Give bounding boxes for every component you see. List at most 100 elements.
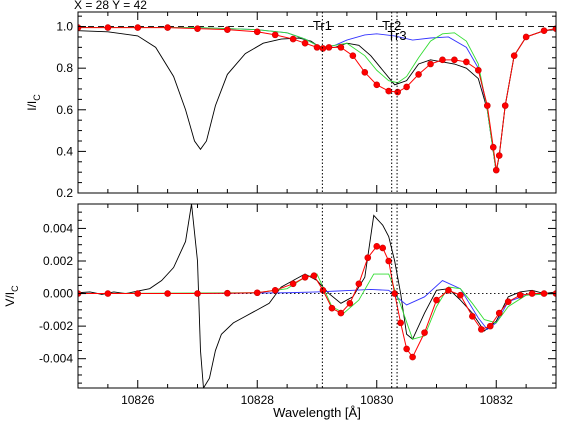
top-y-tick-label: 0.4	[56, 144, 73, 158]
top-y-axis-label: I/IC	[25, 94, 42, 111]
bottom-y-tick-label: 0.000	[43, 287, 73, 301]
bottom-y-tick-label: -0.002	[39, 319, 73, 333]
bottom-series-4-point	[409, 353, 416, 361]
bottom-series-4-point	[364, 254, 372, 262]
marker-label-tr2: Tr2	[382, 18, 401, 33]
bottom-series-4-line	[78, 245, 556, 359]
bottom-series-4-point	[319, 287, 327, 294]
bottom-x-tick-label: 10828	[241, 393, 275, 407]
bottom-plot-area	[78, 204, 556, 388]
bottom-x-tick-label: 10826	[121, 393, 155, 407]
top-series-4-point	[552, 25, 556, 32]
top-y-tick-label: 0.8	[56, 61, 73, 75]
bottom-series-4-point	[346, 300, 354, 307]
top-series-4-point	[337, 44, 345, 51]
bottom-series-4-point	[540, 290, 548, 297]
top-series-4-point	[403, 83, 410, 91]
bottom-series-4-point	[134, 290, 142, 297]
bottom-series-4-point	[445, 287, 452, 294]
top-series-4-point	[483, 102, 491, 109]
top-series-4-point	[361, 69, 369, 76]
bottom-series-4-point	[391, 290, 398, 297]
top-plot-frame	[77, 11, 557, 194]
top-series-4-point	[253, 28, 261, 36]
top-y-tick-label: 1.0	[56, 20, 73, 34]
bottom-series-4-point	[104, 290, 112, 297]
top-series-4-point	[319, 45, 327, 52]
marker-label-tr1: Tr1	[313, 18, 332, 33]
bottom-series-4-point	[495, 309, 503, 317]
stokes-v-panel: 10826 10828 10830 10832 -0.004 -0.002 0.000 0.0…	[3, 203, 557, 420]
top-series-4-point	[134, 24, 142, 31]
bottom-series-4-point	[504, 298, 512, 305]
marker-label-tr3: Tr3	[388, 28, 407, 43]
bottom-series-4-point	[289, 280, 297, 288]
top-series-4-point	[349, 52, 357, 59]
bottom-x-tick-label: 10830	[360, 393, 394, 407]
bottom-series-4-point	[301, 273, 309, 281]
top-plot-area	[78, 24, 556, 174]
bottom-series-4-point	[385, 257, 393, 265]
bottom-series-4-point	[433, 296, 440, 304]
bottom-series-4-point	[328, 304, 336, 312]
bottom-series-4-point	[397, 319, 404, 327]
top-series-4-point	[501, 102, 509, 109]
top-series-4-point	[439, 56, 446, 64]
bottom-series-4-point	[355, 280, 363, 288]
top-series-1-line	[78, 29, 556, 173]
top-series-4-point	[385, 87, 393, 95]
bottom-plot-frame	[77, 203, 557, 389]
bottom-series-4-point	[164, 290, 171, 297]
bottom-series-4-point	[528, 290, 536, 297]
coords-label: X = 28 Y = 42	[74, 0, 147, 12]
bottom-series-4-point	[516, 291, 524, 299]
bottom-series-4-point	[271, 287, 279, 294]
bottom-series-4-point	[194, 290, 201, 297]
top-series-4-point	[104, 24, 112, 31]
top-series-4-point	[271, 31, 279, 39]
top-series-4-point	[289, 35, 297, 43]
top-series-4-point	[475, 66, 482, 74]
top-series-4-point	[394, 88, 401, 96]
bottom-series-4-point	[373, 243, 381, 250]
top-series-4-point	[463, 58, 470, 66]
bottom-y-axis-label: V/IC	[3, 285, 20, 307]
top-series-4-point	[194, 25, 201, 32]
bottom-series-4-point	[403, 345, 410, 353]
top-series-4-point	[427, 60, 434, 68]
bottom-series-2-line	[78, 279, 556, 330]
bottom-series-4-point	[421, 329, 428, 336]
bottom-series-4-point	[486, 322, 494, 330]
top-series-4-point	[540, 27, 548, 35]
top-y-tick-label: 0.2	[56, 186, 73, 200]
top-series-4-point	[492, 166, 500, 174]
top-series-4-point	[522, 33, 530, 41]
top-series-4-point	[510, 52, 518, 59]
top-series-4-point	[164, 24, 171, 31]
bottom-series-1-line	[78, 204, 556, 388]
top-series-4-point	[373, 81, 381, 89]
top-series-4-point	[495, 152, 503, 159]
bottom-series-4-point	[253, 289, 261, 297]
bottom-series-4-point	[469, 313, 476, 320]
top-y-tick-label: 0.6	[56, 103, 73, 117]
bottom-y-tick-label: 0.004	[43, 221, 73, 235]
top-series-4-point	[451, 56, 458, 64]
bottom-series-4-point	[224, 289, 231, 297]
bottom-series-4-point	[310, 272, 318, 279]
bottom-series-4-point	[478, 326, 485, 333]
bottom-x-tick-label: 10832	[480, 393, 514, 407]
top-series-4-point	[301, 39, 309, 47]
bottom-series-4-point	[337, 309, 345, 317]
top-series-4-point	[224, 26, 231, 33]
bottom-series-4-point	[379, 244, 387, 252]
top-series-4-point	[313, 44, 321, 51]
bottom-series-4-point	[457, 291, 464, 299]
bottom-y-tick-label: 0.002	[43, 254, 73, 268]
x-axis-label: Wavelength [Å]	[273, 405, 361, 420]
bottom-y-tick-label: -0.004	[39, 352, 73, 366]
top-series-4-point	[325, 44, 333, 51]
